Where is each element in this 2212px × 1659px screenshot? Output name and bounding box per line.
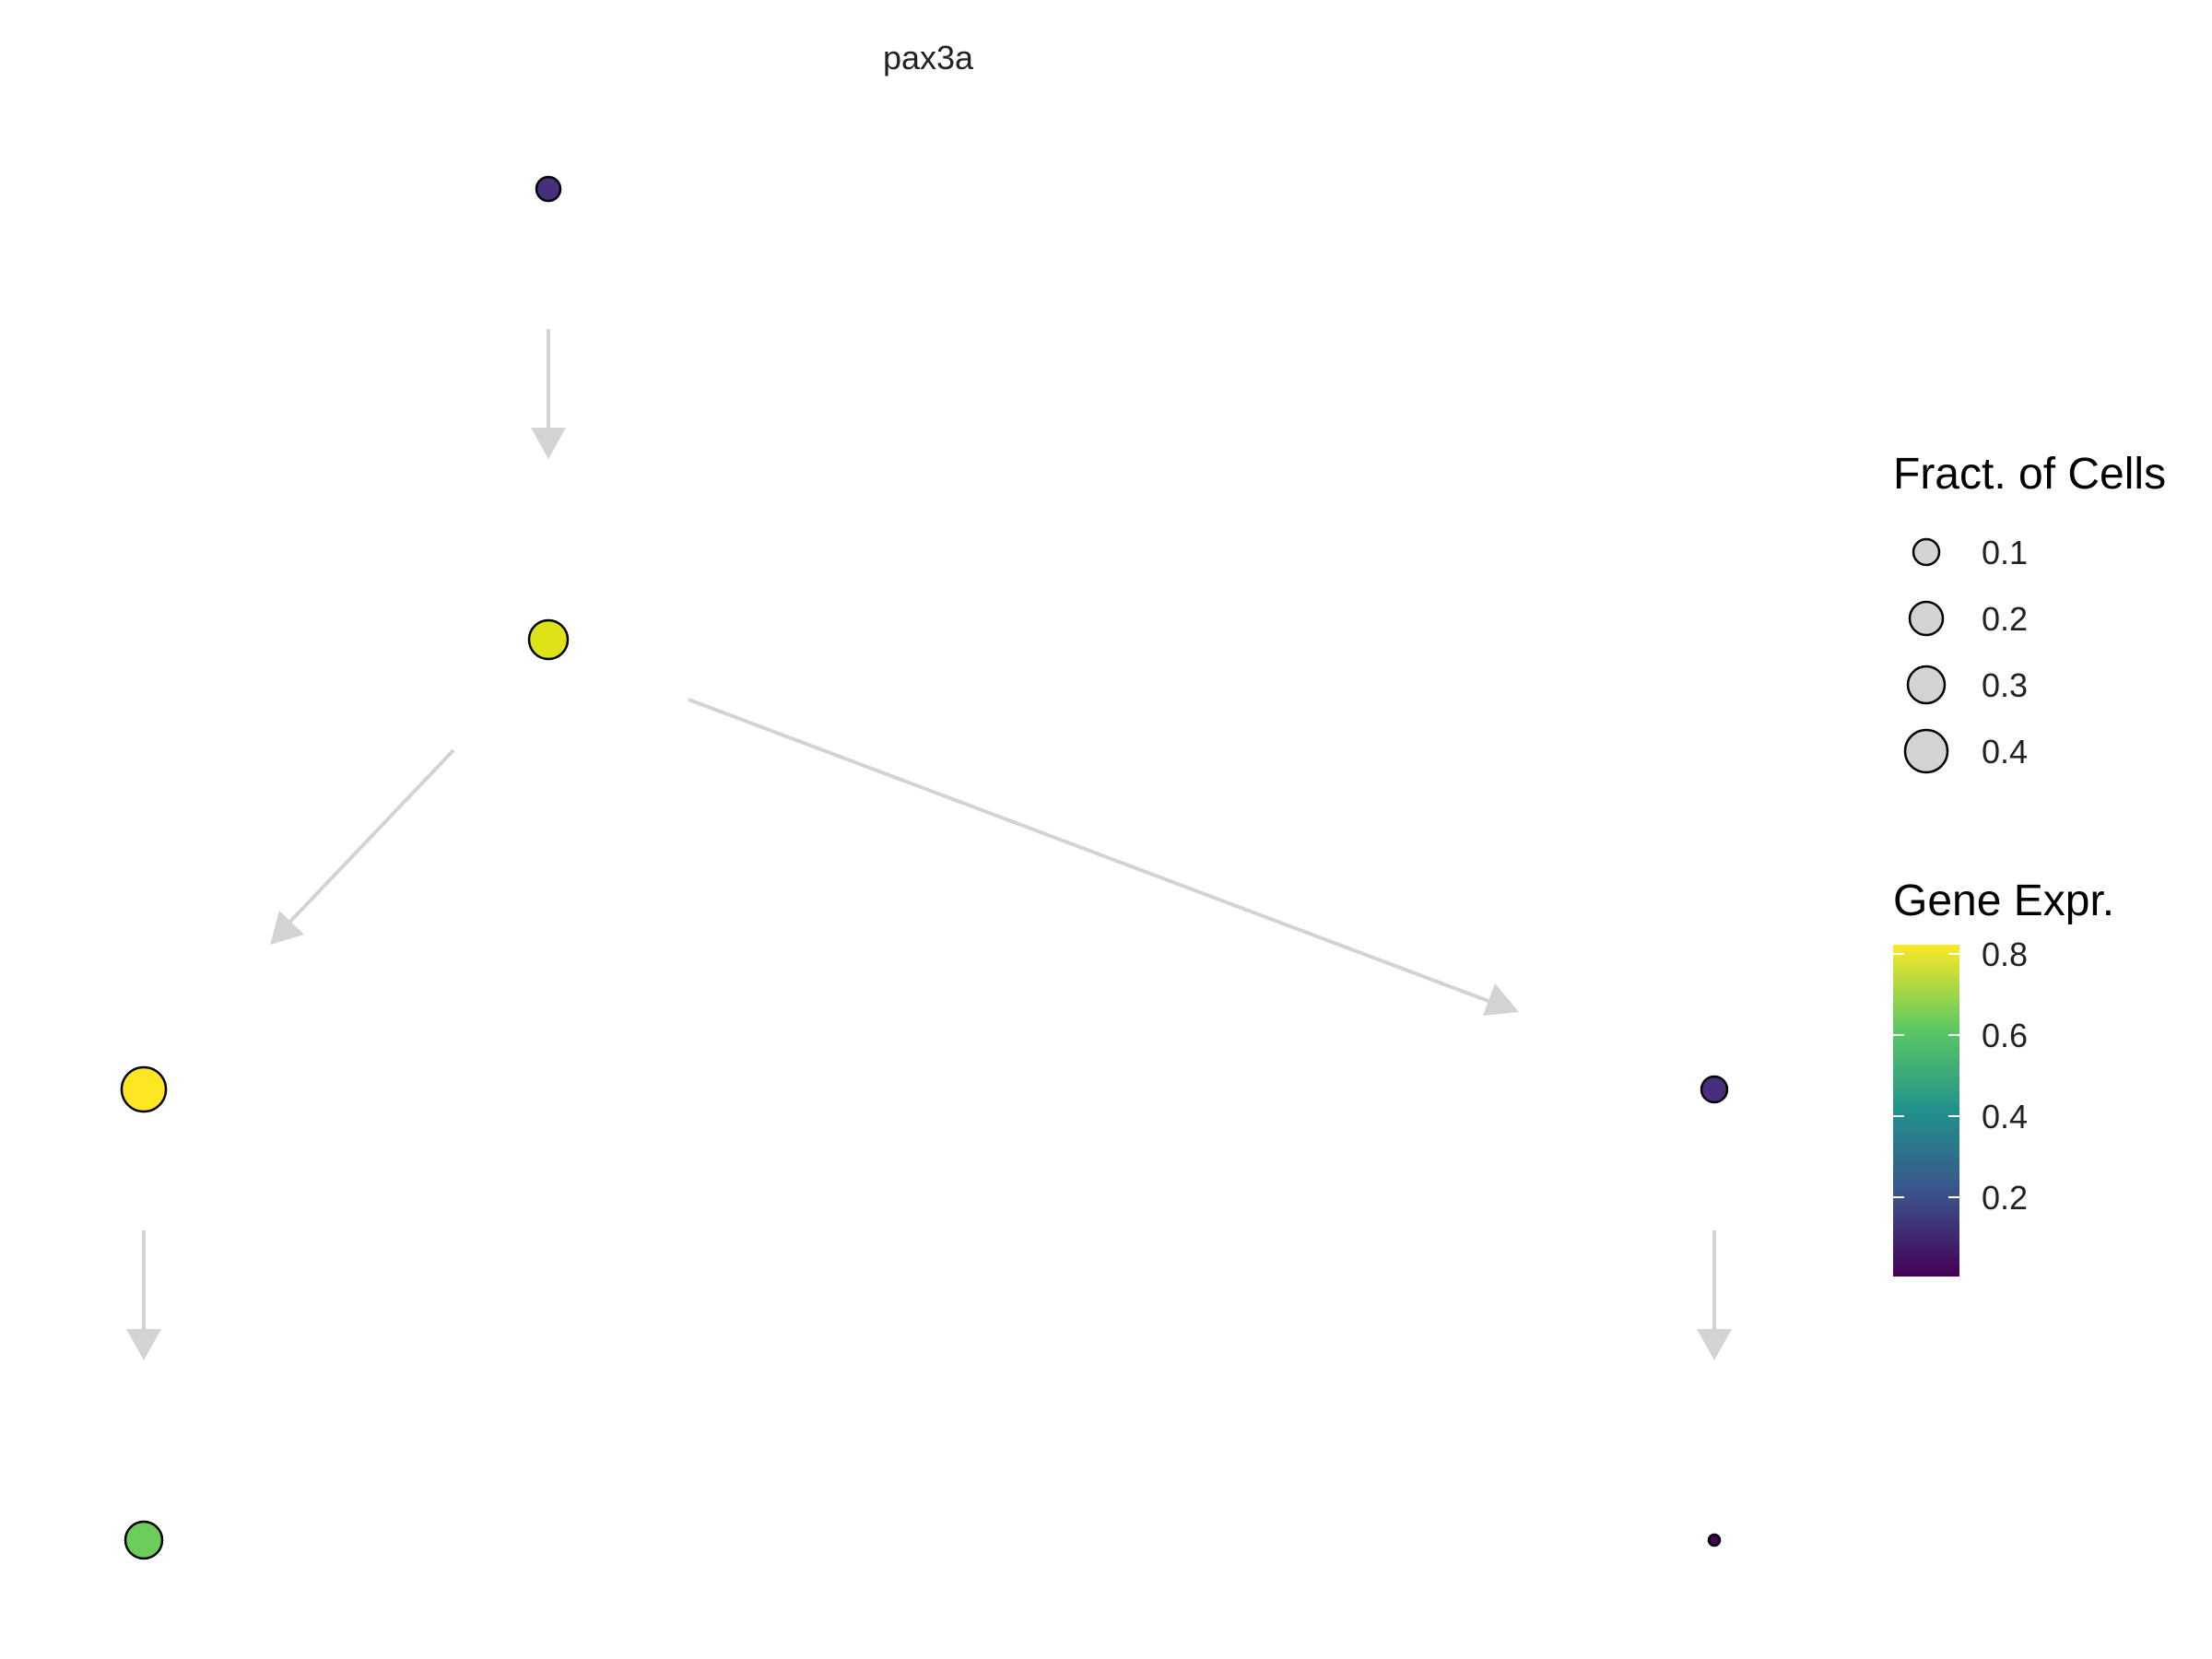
- legend-size-circle: [1912, 537, 1941, 567]
- legend-size-label: 0.4: [1982, 733, 2028, 771]
- legend-color: Gene Expr. 0.8 0.6 0.4 0.2: [1893, 877, 2114, 1277]
- node-root: [535, 175, 562, 203]
- edge-right-to-right-child: [1697, 1230, 1732, 1360]
- edge-left-to-left-child: [126, 1230, 161, 1360]
- node-left: [120, 1065, 168, 1113]
- edge-mid-to-left: [270, 748, 455, 945]
- edge-mid-to-right: [688, 698, 1519, 1016]
- colorbar-tick-label: 0.2: [1982, 1179, 2028, 1217]
- legend-color-title: Gene Expr.: [1893, 877, 2114, 925]
- colorbar: [1893, 945, 1959, 1277]
- edge-root-to-mid: [531, 329, 566, 459]
- legend-size-circle: [1906, 665, 1947, 705]
- legend-size-title: Fract. of Cells: [1893, 450, 2166, 499]
- colorbar-tick-label: 0.6: [1982, 1017, 2028, 1054]
- node-right-child: [1707, 1533, 1722, 1547]
- colorbar-tick-label: 0.8: [1982, 935, 2028, 973]
- legend-size-circle: [1903, 728, 1949, 774]
- node-right: [1700, 1075, 1729, 1104]
- legend-size-label: 0.1: [1982, 534, 2028, 571]
- colorbar-tick-label: 0.4: [1982, 1098, 2028, 1135]
- plot-title: pax3a: [883, 39, 974, 76]
- colorbar-ticks: [1893, 953, 1959, 1198]
- legend-size-circle: [1908, 600, 1945, 637]
- legend-size: Fract. of Cells 0.1 0.2 0.3 0.4: [1893, 450, 2166, 774]
- legend-size-label: 0.2: [1982, 600, 2028, 638]
- node-mid: [527, 618, 570, 661]
- legend-size-label: 0.3: [1982, 666, 2028, 704]
- node-left-child: [124, 1520, 164, 1560]
